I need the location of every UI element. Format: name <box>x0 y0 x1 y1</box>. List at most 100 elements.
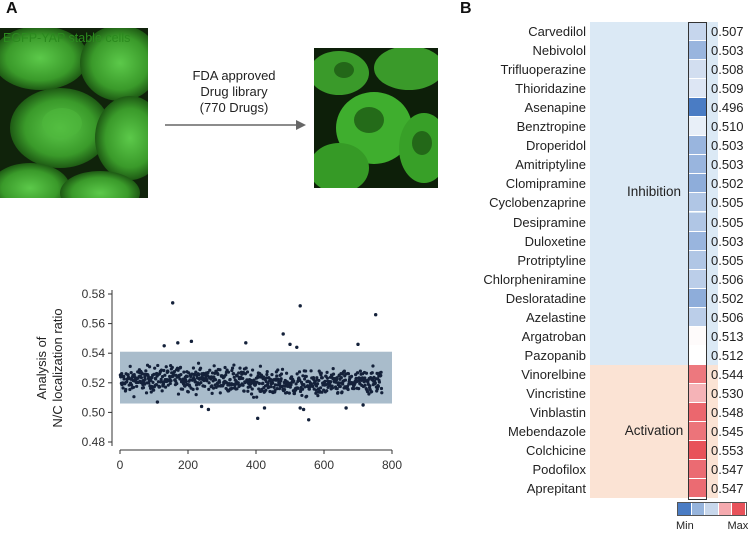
scatter-point <box>364 371 369 375</box>
scatter-point <box>132 385 136 389</box>
scatter-point <box>143 377 147 381</box>
drug-name: Droperidol <box>526 138 586 154</box>
scatter-point <box>335 376 339 380</box>
heatmap-cell <box>689 422 706 442</box>
scatter-point <box>325 376 329 380</box>
scatter-point <box>257 381 261 386</box>
scatter-point <box>255 395 259 399</box>
scatter-point <box>185 374 189 379</box>
scatter-point <box>196 361 201 365</box>
scatter-point <box>160 380 164 384</box>
scatter-point <box>342 369 346 373</box>
scatter-point <box>323 379 327 383</box>
value-label: 0.503 <box>711 233 744 249</box>
scatter-point <box>262 406 267 410</box>
scatter-point <box>282 388 287 392</box>
scatter-point <box>251 368 255 372</box>
scatter-point <box>294 382 298 386</box>
scatter-point <box>349 374 354 378</box>
drug-name: Vincristine <box>526 385 586 401</box>
scatter-point <box>172 373 176 377</box>
scatter-point <box>223 365 227 370</box>
heatmap-cell <box>689 460 706 480</box>
scatter-point <box>250 387 254 391</box>
scatter-point <box>379 373 383 378</box>
scatter-point <box>154 377 158 381</box>
scatter-point <box>271 381 275 385</box>
scatter-point <box>307 418 311 422</box>
scatter-point <box>244 341 248 345</box>
heatmap-frame <box>688 22 707 501</box>
scatter-point <box>319 371 323 375</box>
heatmap-cell <box>689 288 706 308</box>
value-label: 0.506 <box>711 309 744 325</box>
scatter-point <box>211 386 216 390</box>
scatter-point <box>307 387 311 391</box>
scatter-point <box>301 407 306 412</box>
drug-name: Protriptyline <box>517 252 586 268</box>
scatter-point <box>237 371 241 375</box>
scatter-point <box>158 385 162 389</box>
scatter-point <box>314 388 318 392</box>
scatter-point <box>319 386 323 390</box>
scatter-point <box>375 387 379 391</box>
scatter-point <box>356 342 360 347</box>
scatter-point <box>259 373 264 377</box>
scatter-point <box>206 407 211 412</box>
scatter-point <box>172 370 176 374</box>
scatter-point <box>214 385 218 389</box>
scatter-point <box>336 390 340 395</box>
value-label: 0.553 <box>711 443 744 459</box>
scatter-point <box>144 369 148 373</box>
scatter-point <box>126 373 130 377</box>
scatter-point <box>182 370 186 374</box>
value-label: 0.547 <box>711 481 744 497</box>
scatter-point <box>218 380 222 384</box>
scatter-point <box>125 380 129 384</box>
scatter-point <box>162 344 166 348</box>
legend-swatch <box>705 503 719 515</box>
scatter-point <box>180 387 185 391</box>
scatter-point <box>232 363 236 367</box>
scatter-point <box>142 382 147 386</box>
scatter-point <box>295 372 299 376</box>
scatter-point <box>270 372 274 377</box>
drug-name: Duloxetine <box>524 233 586 249</box>
drug-name: Chlorpheniramine <box>483 271 586 287</box>
value-label: 0.503 <box>711 138 744 154</box>
scatter-point <box>120 371 124 376</box>
scatter-point <box>238 366 242 370</box>
scatter-point <box>339 375 343 380</box>
scatter-point <box>235 374 239 378</box>
scatter-point <box>203 384 207 388</box>
scatter-point <box>176 368 180 372</box>
scatter-point <box>340 390 344 394</box>
flow-line-2: Drug library <box>200 84 268 99</box>
scatter-point <box>188 378 192 382</box>
heatmap-cell <box>689 79 706 99</box>
scatter-point <box>298 304 302 308</box>
scatter-point <box>309 369 313 373</box>
y-axis-label-line: N/C localization ratio <box>50 308 65 427</box>
scatter-point <box>178 377 182 381</box>
scatter-point <box>164 365 168 369</box>
scatter-point <box>375 371 379 375</box>
scatter-point <box>316 393 320 398</box>
heatmap-cell <box>689 136 706 156</box>
scatter-point <box>195 387 199 391</box>
scatter-point <box>303 377 307 381</box>
scatter-point <box>213 378 218 382</box>
scatter-point <box>129 383 134 387</box>
value-label: 0.503 <box>711 157 744 173</box>
flow-arrow-icon <box>165 120 306 130</box>
scatter-point <box>171 301 175 305</box>
scatter-point <box>275 374 279 378</box>
heatmap-cell <box>689 231 706 251</box>
scatter-point <box>147 365 152 369</box>
y-axis-label: Analysis ofN/C localization ratio <box>34 308 65 427</box>
scatter-point <box>232 375 236 379</box>
scatter-plot: 0.48 0.50 0.52 0.54 0.56 0.58 0 200 400 600 800 Ana… <box>34 287 402 472</box>
scatter-point <box>365 390 370 394</box>
scatter-point <box>210 384 214 388</box>
scatter-point <box>268 389 272 394</box>
